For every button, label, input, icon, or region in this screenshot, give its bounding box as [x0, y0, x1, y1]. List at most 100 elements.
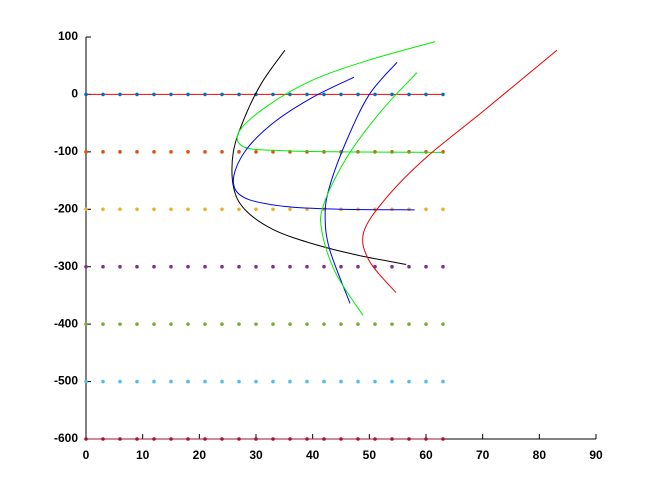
data-point	[254, 322, 258, 326]
data-point	[322, 322, 326, 326]
series-line	[320, 72, 418, 316]
data-point	[271, 379, 275, 384]
data-point	[390, 379, 394, 384]
x-tick-label: 80	[533, 448, 547, 462]
data-point	[237, 92, 241, 97]
x-tick-label: 20	[193, 448, 207, 462]
data-point	[441, 264, 445, 269]
data-point	[322, 92, 326, 97]
data-point	[220, 379, 224, 384]
data-point	[135, 207, 139, 212]
data-point	[322, 379, 326, 384]
data-point	[390, 437, 394, 441]
data-point	[203, 264, 207, 269]
data-point	[305, 322, 309, 326]
data-point	[407, 437, 411, 441]
data-point	[135, 322, 139, 326]
data-point	[305, 264, 309, 269]
data-point	[407, 207, 411, 212]
data-point	[271, 322, 275, 326]
data-point	[84, 207, 88, 212]
data-point	[254, 150, 258, 154]
data-point	[220, 207, 224, 212]
data-point	[118, 150, 122, 154]
data-point	[169, 322, 173, 326]
y-tick-label: 100	[58, 29, 78, 43]
data-point	[356, 437, 360, 441]
data-point	[288, 92, 292, 97]
data-point	[356, 322, 360, 326]
data-point	[186, 150, 190, 154]
data-point	[186, 207, 190, 212]
data-point	[152, 92, 156, 97]
data-point	[169, 437, 173, 441]
data-point	[220, 437, 224, 441]
data-point	[84, 322, 88, 326]
data-point	[322, 264, 326, 269]
data-point	[203, 92, 207, 97]
data-point	[101, 150, 105, 154]
data-point	[135, 150, 139, 154]
data-point	[118, 322, 122, 326]
data-point	[186, 264, 190, 269]
data-point	[288, 379, 292, 384]
data-point	[271, 207, 275, 212]
data-point	[118, 207, 122, 212]
data-point	[407, 264, 411, 269]
data-point	[305, 379, 309, 384]
data-point	[84, 150, 88, 154]
data-point	[152, 264, 156, 269]
data-point	[424, 322, 428, 326]
x-tick-label: 0	[83, 448, 90, 462]
data-point	[118, 264, 122, 269]
x-tick-label: 50	[363, 448, 377, 462]
y-tick-label: -500	[54, 374, 78, 388]
data-point	[101, 264, 105, 269]
x-tick-label: 10	[136, 448, 150, 462]
x-tick-label: 40	[306, 448, 320, 462]
data-point	[441, 92, 445, 97]
data-point	[254, 264, 258, 269]
data-point	[373, 437, 377, 441]
data-point	[152, 437, 156, 441]
data-point	[101, 207, 105, 212]
data-point	[135, 92, 139, 97]
x-tick-label: 90	[589, 448, 603, 462]
data-point	[169, 207, 173, 212]
y-tick-label: -200	[54, 201, 78, 215]
data-point	[424, 207, 428, 212]
data-point	[237, 322, 241, 326]
data-point	[390, 92, 394, 97]
data-point	[254, 379, 258, 384]
y-tick-label: -300	[54, 259, 78, 273]
data-point	[390, 322, 394, 326]
data-point	[203, 437, 207, 441]
data-point	[186, 437, 190, 441]
y-tick-label: 0	[71, 87, 78, 101]
data-point	[135, 437, 139, 441]
data-point	[305, 92, 309, 97]
data-point	[339, 264, 343, 269]
data-point	[407, 322, 411, 326]
data-point	[407, 379, 411, 384]
data-point	[203, 379, 207, 384]
data-point	[271, 264, 275, 269]
data-point	[305, 437, 309, 441]
data-point	[288, 322, 292, 326]
data-point	[271, 150, 275, 154]
data-point	[237, 379, 241, 384]
data-point	[220, 264, 224, 269]
data-point	[356, 379, 360, 384]
data-point	[203, 322, 207, 326]
data-point	[169, 264, 173, 269]
data-point	[339, 379, 343, 384]
data-point	[152, 322, 156, 326]
data-point	[288, 207, 292, 212]
data-point	[441, 150, 445, 154]
data-point	[220, 150, 224, 154]
data-point	[373, 92, 377, 97]
series-line	[236, 41, 444, 153]
data-point	[356, 92, 360, 97]
data-point	[424, 379, 428, 384]
